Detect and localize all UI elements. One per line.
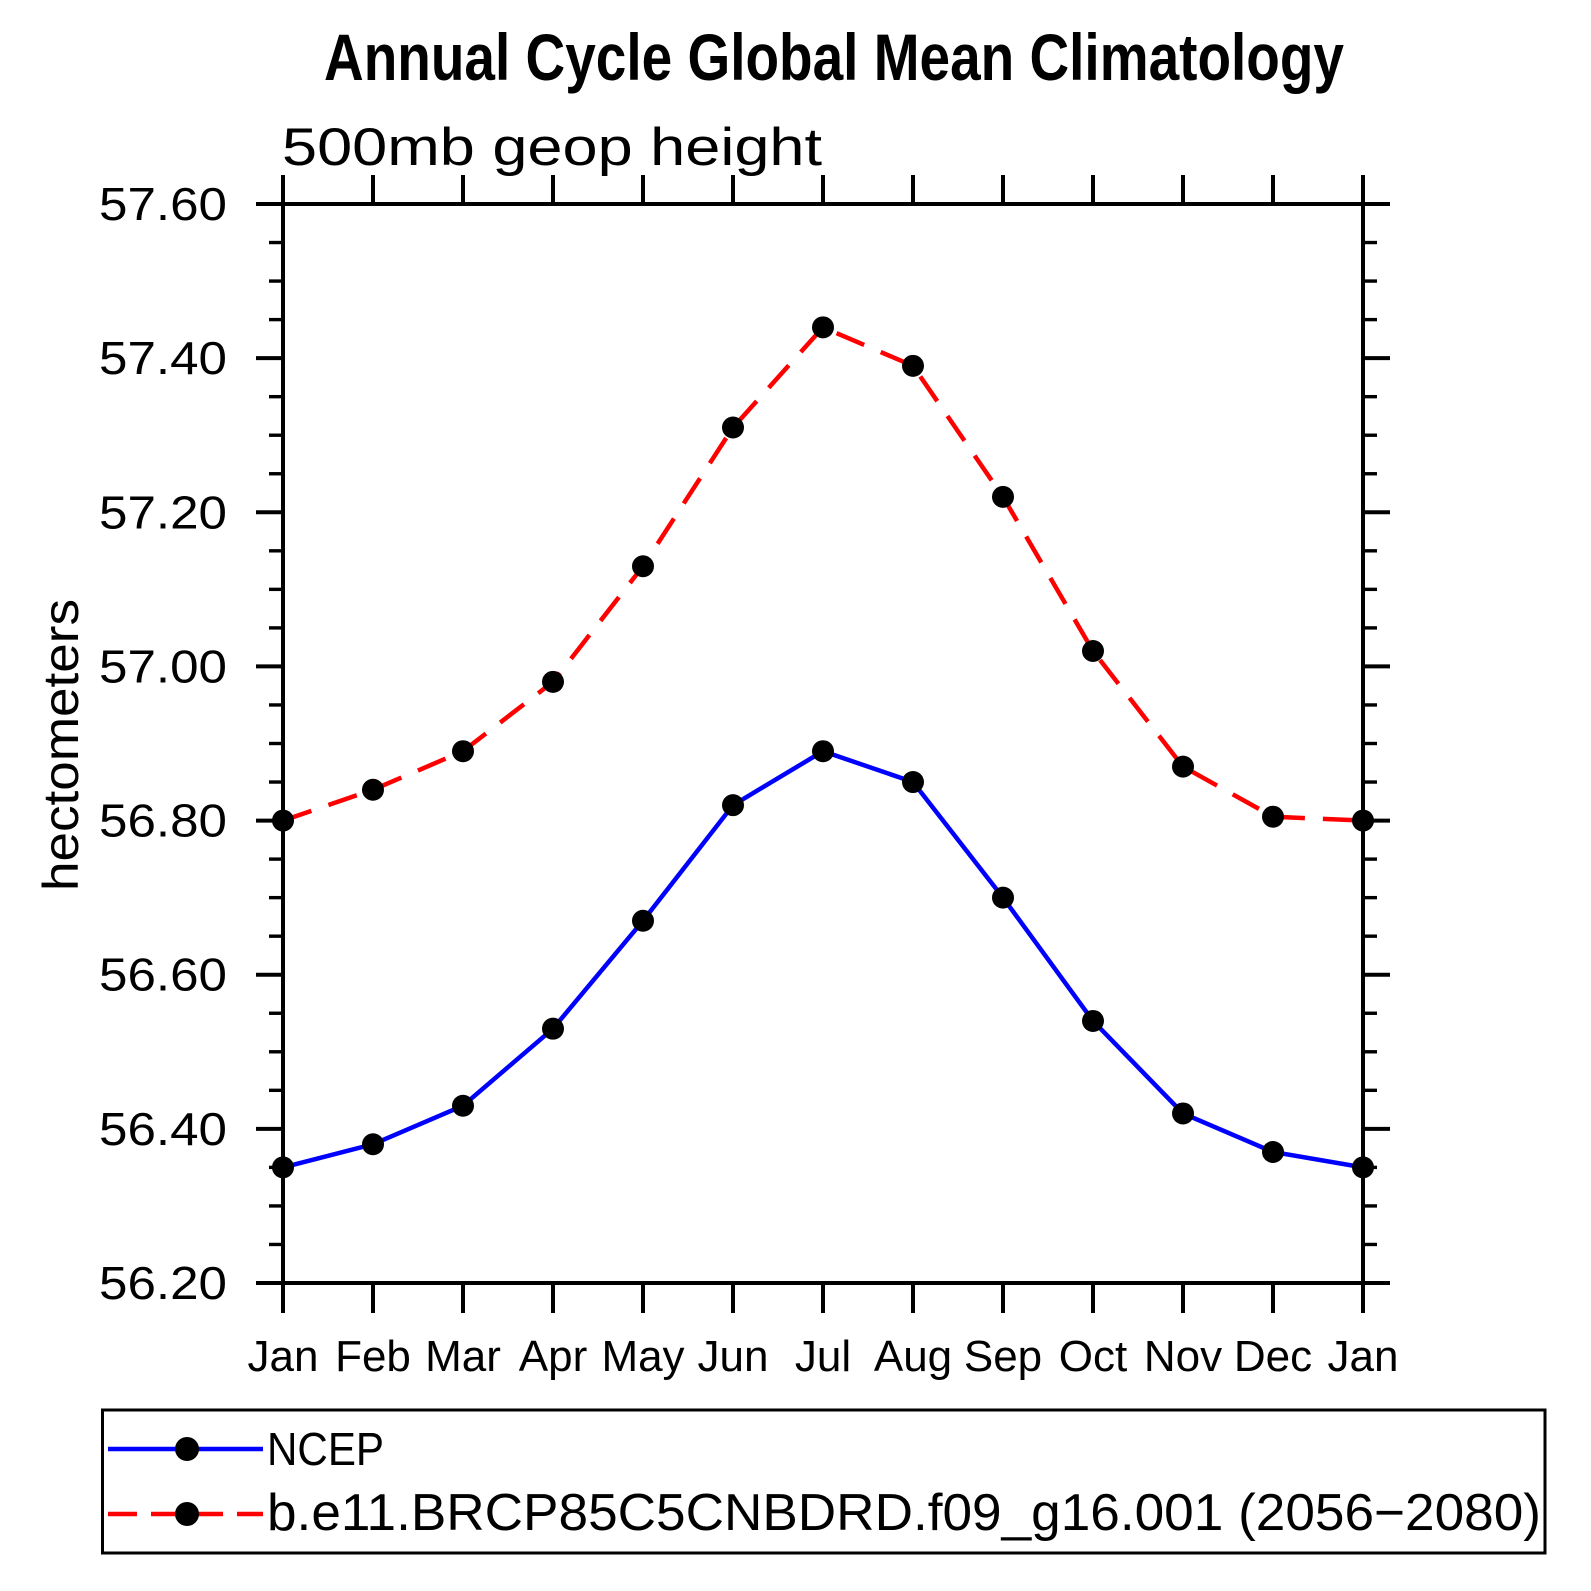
data-point-marker-ncep [1082,1009,1104,1032]
legend-marker-ncep [175,1437,199,1461]
x-tick-label: Jan [248,1332,319,1381]
y-axis-label: hectometers [33,599,89,891]
data-point-marker-ncep [1172,1102,1194,1125]
data-point-marker-ncep [722,794,744,817]
data-point-marker-model [272,809,294,832]
data-point-marker-ncep [812,740,834,763]
legend-marker-model [175,1502,199,1526]
data-point-marker-ncep [542,1017,564,1040]
data-point-marker-ncep [1262,1140,1284,1163]
x-tick-label: Nov [1144,1332,1222,1381]
data-point-marker-ncep [992,886,1014,909]
series-line-ncep [282,748,1364,1170]
y-tick-label: 56.20 [99,1257,227,1309]
data-point-marker-model [632,555,654,578]
data-point-marker-model [542,670,564,693]
legend-label-ncep: NCEP [267,1423,384,1475]
y-tick-label: 57.60 [99,178,227,230]
x-tick-label: Sep [964,1332,1042,1381]
axis-ticks [256,175,1390,1313]
data-point-marker-model [812,316,834,339]
data-point-marker-ncep [362,1133,384,1156]
data-point-markers [272,316,1374,1179]
x-tick-label: Oct [1059,1332,1127,1381]
data-point-marker-ncep [452,1094,474,1117]
data-point-marker-model [1352,809,1374,832]
data-point-marker-ncep [902,771,924,794]
x-tick-label: Apr [519,1332,587,1381]
x-tick-label: Jun [698,1332,769,1381]
x-tick-label: May [601,1332,684,1381]
chart-subtitle: 500mb geop height [282,118,822,177]
x-tick-label: Aug [874,1332,952,1381]
data-point-marker-model [452,740,474,763]
y-tick-label: 57.20 [99,486,227,538]
y-tick-label: 56.80 [99,795,227,847]
y-tick-label: 57.40 [99,332,227,384]
data-point-marker-model [992,485,1014,508]
data-point-marker-ncep [272,1156,294,1179]
x-tick-label: Dec [1234,1332,1312,1381]
y-tick-label: 56.60 [99,949,227,1001]
legend-label-model: b.e11.BRCP85C5CNBDRD.f09_g16.001 (2056−2… [267,1484,1541,1542]
data-point-marker-model [1082,640,1104,663]
data-point-marker-model [1262,805,1284,828]
chart-title: Annual Cycle Global Mean Climatology [324,20,1344,94]
data-point-marker-ncep [1352,1156,1374,1179]
x-tick-label: Mar [425,1332,501,1381]
data-point-marker-model [362,778,384,801]
data-point-marker-model [902,354,924,377]
data-point-marker-ncep [632,909,654,932]
data-point-marker-model [1172,755,1194,778]
legend-box [101,1408,1547,1555]
legend: NCEP b.e11.BRCP85C5CNBDRD.f09_g16.001 (2… [101,1408,1547,1555]
data-point-marker-model [722,416,744,439]
y-tick-label: 57.00 [99,640,227,692]
axis-tick-labels: 57.60 57.40 57.20 57.00 56.80 56.60 56.40 56.20… [99,178,1398,1381]
axis-frame [281,202,1365,1285]
x-tick-label: Jul [795,1332,851,1381]
x-tick-label: Feb [335,1332,411,1381]
x-tick-label: Jan [1328,1332,1399,1381]
plot-area: 57.60 57.40 57.20 57.00 56.80 56.60 56.40 56.20… [99,175,1398,1381]
y-tick-label: 56.40 [99,1103,227,1155]
